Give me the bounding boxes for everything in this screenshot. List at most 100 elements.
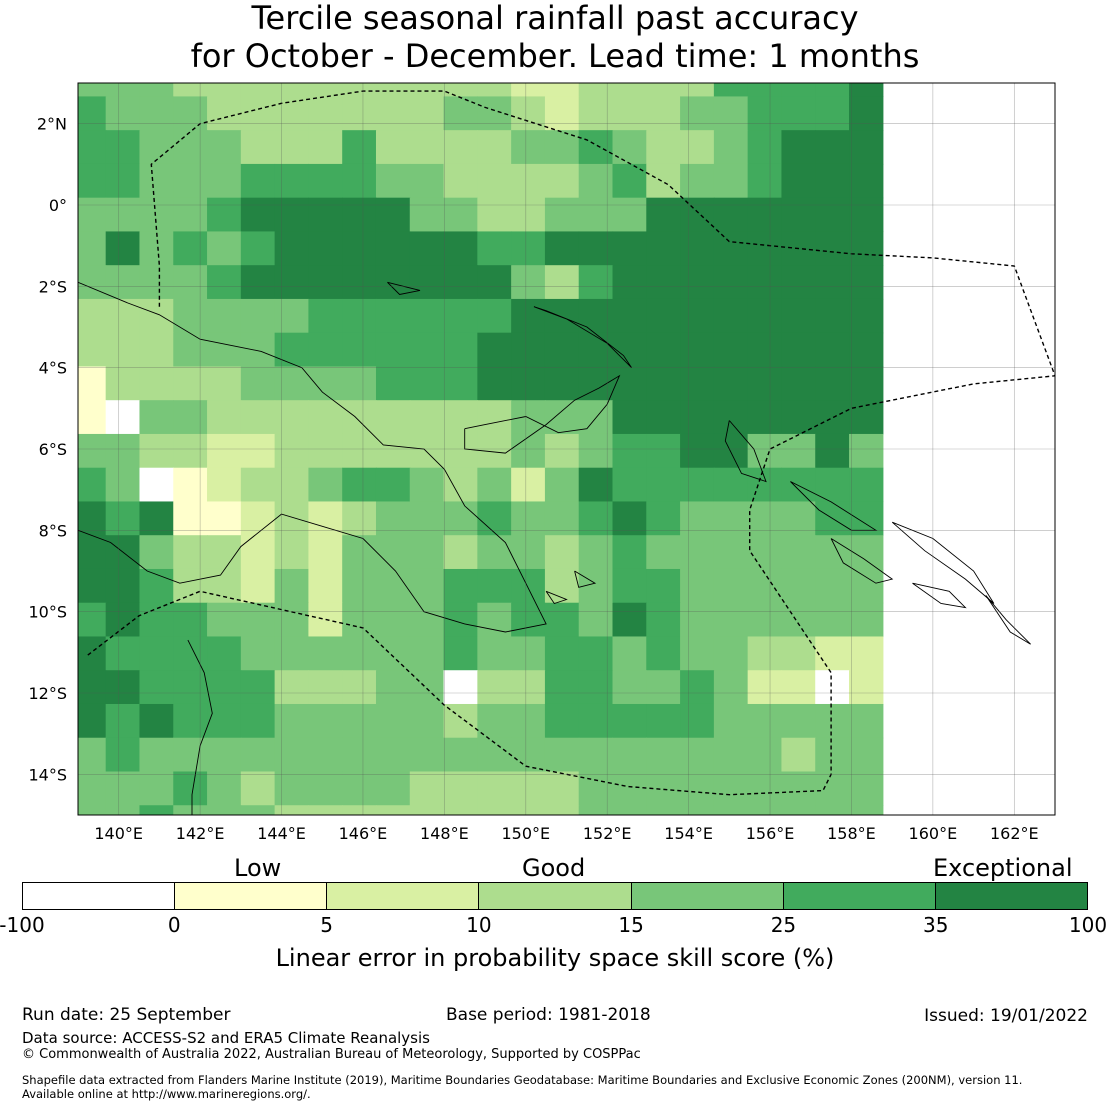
skill-cell [849, 805, 884, 815]
skill-cell [105, 737, 141, 773]
skill-cell [139, 535, 174, 570]
skill-cell [375, 737, 411, 773]
skill-cell [544, 501, 580, 536]
skill-cell [713, 130, 749, 165]
skill-cell [207, 96, 242, 131]
skill-cell [511, 83, 546, 98]
skill-cell [544, 737, 580, 773]
skill-cell [274, 96, 310, 131]
skill-cell [849, 298, 884, 334]
skill-cell [105, 501, 141, 536]
skill-cell [747, 83, 783, 98]
coastline [790, 481, 878, 531]
skill-cell [511, 467, 546, 503]
skill-cell [274, 433, 310, 469]
skill-cell [240, 670, 276, 705]
skill-cell [714, 839, 748, 860]
skill-cell [713, 265, 749, 300]
skill-cell [105, 400, 141, 435]
skill-cell [747, 332, 783, 368]
skill-cell [78, 130, 107, 165]
skill-cell [173, 771, 208, 806]
coastline [464, 374, 621, 454]
skill-cell [612, 737, 647, 773]
skill-cell [173, 433, 208, 469]
skill-cell [274, 703, 310, 739]
skill-cell [511, 197, 546, 233]
skill-cell [375, 602, 411, 638]
skill-cell [308, 771, 343, 806]
skill-cell [409, 535, 445, 570]
skill-cell [173, 83, 208, 98]
skill-cell [409, 602, 445, 638]
skill-cell [747, 197, 783, 233]
skill-cell [477, 366, 512, 401]
skill-cell [477, 602, 512, 638]
skill-cell [240, 366, 276, 401]
skill-cell [511, 366, 546, 401]
longitude-tick-label: 158°E [827, 824, 876, 843]
skill-cell [274, 163, 310, 199]
skill-cell [612, 602, 647, 638]
skill-cell [680, 467, 715, 503]
skill-cell [105, 602, 141, 638]
skill-cell [680, 400, 715, 435]
skill-cell [173, 805, 208, 815]
skill-cell [680, 433, 715, 469]
skill-cell [308, 636, 343, 671]
skill-cell [747, 298, 783, 334]
skill-cell [173, 703, 208, 739]
skill-cell [578, 670, 614, 705]
skill-cell [375, 501, 411, 536]
colorbar-label: Linear error in probability space skill … [275, 944, 835, 972]
skill-cell [207, 231, 242, 266]
skill-cell [207, 501, 242, 536]
skill-cell [173, 163, 208, 199]
skill-cell [443, 400, 478, 435]
skill-cell [308, 568, 343, 604]
skill-cell [342, 805, 377, 815]
skill-cell [207, 197, 242, 233]
skill-cell [139, 400, 174, 435]
skill-cell [544, 163, 580, 199]
skill-cell [173, 501, 208, 536]
skill-cell [477, 83, 512, 98]
chart-title-line-2: for October - December. Lead time: 1 mon… [190, 37, 920, 75]
skill-cell [477, 568, 512, 604]
skill-cell [781, 433, 816, 469]
skill-cell [342, 535, 377, 570]
graticule [78, 83, 1055, 815]
skill-cell [78, 96, 107, 131]
skill-cell [78, 602, 107, 638]
skill-cell [105, 231, 141, 266]
skill-cell [713, 568, 749, 604]
skill-cell [78, 805, 107, 815]
skill-cell [544, 265, 580, 300]
skill-cell [308, 197, 343, 233]
skill-cell [646, 231, 681, 266]
longitude-tick-label: 146°E [339, 824, 388, 843]
skill-cell [646, 602, 681, 638]
skill-cell [781, 737, 816, 773]
skill-cell [849, 366, 884, 401]
skill-cell [409, 96, 445, 131]
skill-cell [544, 298, 580, 334]
colorbar-segment [935, 883, 1087, 909]
colorbar-tick-label: 25 [770, 913, 797, 937]
skill-cell [849, 771, 884, 806]
chart-title-line-1: Tercile seasonal rainfall past accuracy [251, 0, 859, 37]
skill-cell [747, 400, 783, 435]
skill-cell [713, 636, 749, 671]
skill-cell [477, 163, 512, 199]
coastline [387, 281, 421, 295]
skill-cell [139, 703, 174, 739]
skill-cell [511, 670, 546, 705]
skill-cell [139, 737, 174, 773]
skill-cell [578, 501, 614, 536]
skill-cell [713, 197, 749, 233]
map-frame [77, 82, 1056, 816]
skill-cell [747, 670, 783, 705]
skill-cell [680, 298, 715, 334]
skill-cell [443, 535, 478, 570]
skill-cell [612, 197, 647, 233]
